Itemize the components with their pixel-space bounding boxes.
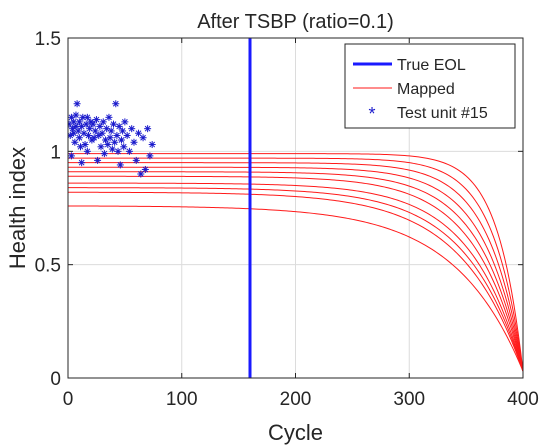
test-unit-point: [110, 120, 117, 128]
test-unit-point: [135, 129, 143, 137]
y-tick-label: 0.5: [35, 256, 61, 277]
chart-title: After TSBP (ratio=0.1): [197, 11, 394, 33]
x-tick-label: 200: [280, 389, 312, 410]
test-unit-point: [148, 141, 156, 149]
mapped-curve: [68, 157, 523, 372]
test-unit-point: [74, 127, 82, 135]
test-unit-point: [132, 156, 140, 164]
test-unit-point: [94, 156, 102, 164]
test-unit-point: [72, 111, 80, 119]
test-unit-point: [120, 143, 128, 151]
test-unit-point: [100, 150, 108, 158]
mapped-curve: [68, 153, 523, 372]
test-unit-point: [97, 143, 105, 151]
test-unit-point: [98, 129, 106, 137]
test-unit-point: [89, 120, 97, 128]
legend-mapped-label: Mapped: [397, 81, 455, 98]
test-unit-point: [70, 129, 78, 137]
test-unit-point: [130, 138, 138, 146]
mapped-curve: [68, 166, 523, 372]
y-tick-label: 0: [50, 369, 61, 390]
y-axis-label: Health index: [5, 147, 30, 269]
test-unit-point: [99, 118, 107, 126]
mapped-curve: [68, 187, 523, 372]
x-tick-label: 300: [393, 389, 425, 410]
test-unit-point: [68, 131, 74, 139]
x-tick-label: 400: [507, 389, 539, 410]
legend-test-unit-marker: *: [368, 104, 375, 124]
test-unit-point: [106, 134, 114, 142]
test-unit-point: [78, 122, 86, 130]
test-unit-point: [123, 131, 131, 139]
test-unit-point: [77, 143, 85, 151]
test-unit-point: [83, 147, 91, 155]
test-unit-point: [121, 118, 129, 126]
mapped-curve: [68, 182, 523, 372]
y-tick-label: 1: [50, 142, 61, 163]
test-unit-point: [119, 127, 127, 135]
test-unit-point: [68, 152, 75, 160]
test-unit-point: [71, 138, 79, 146]
test-unit-point: [90, 134, 98, 142]
test-unit-point: [116, 161, 124, 169]
test-unit-point: [113, 131, 121, 139]
test-unit-point: [141, 165, 149, 173]
test-unit-point: [75, 134, 83, 142]
test-unit-markers: [68, 100, 156, 178]
test-unit-point: [108, 145, 116, 153]
test-unit-point: [128, 125, 136, 133]
test-unit-point: [104, 141, 112, 149]
test-unit-point: [78, 159, 86, 167]
legend-box: [344, 43, 516, 129]
y-tick-label: 1.5: [35, 29, 61, 50]
mapped-curve: [68, 191, 523, 372]
legend-test-unit-label: Test unit #15: [397, 105, 488, 122]
mapped-curve: [68, 162, 523, 372]
x-tick-label: 100: [166, 389, 198, 410]
test-unit-point: [86, 125, 94, 133]
test-unit-point: [111, 138, 119, 146]
test-unit-point: [105, 113, 113, 121]
test-unit-point: [139, 134, 147, 142]
legend: True EOL Mapped * Test unit #15: [344, 43, 516, 129]
test-unit-point: [83, 113, 91, 121]
test-unit-point: [84, 131, 92, 139]
mapped-curve: [68, 171, 523, 372]
axis-ticks: 0 100 200 300 400 0 0.5 1 1.5: [35, 29, 539, 410]
test-unit-point: [112, 100, 120, 108]
test-unit-point: [125, 147, 133, 155]
test-unit-point: [144, 125, 152, 133]
test-unit-point: [91, 127, 99, 135]
test-unit-point: [95, 131, 103, 139]
test-unit-point: [73, 100, 81, 108]
mapped-curves: [68, 153, 523, 372]
x-tick-label: 0: [63, 389, 74, 410]
test-unit-point: [96, 122, 104, 130]
test-unit-point: [107, 127, 115, 135]
test-unit-point: [114, 147, 122, 155]
test-unit-point: [92, 116, 100, 124]
grid: [68, 38, 523, 378]
test-unit-point: [117, 136, 125, 144]
test-unit-point: [137, 170, 145, 178]
test-unit-point: [115, 122, 123, 130]
test-unit-point: [146, 152, 154, 160]
test-unit-point: [79, 113, 87, 121]
mapped-curve: [68, 205, 523, 372]
x-axis-label: Cycle: [268, 420, 323, 445]
legend-true-eol-label: True EOL: [397, 57, 466, 74]
mapped-curve: [68, 175, 523, 372]
test-unit-point: [81, 141, 89, 149]
